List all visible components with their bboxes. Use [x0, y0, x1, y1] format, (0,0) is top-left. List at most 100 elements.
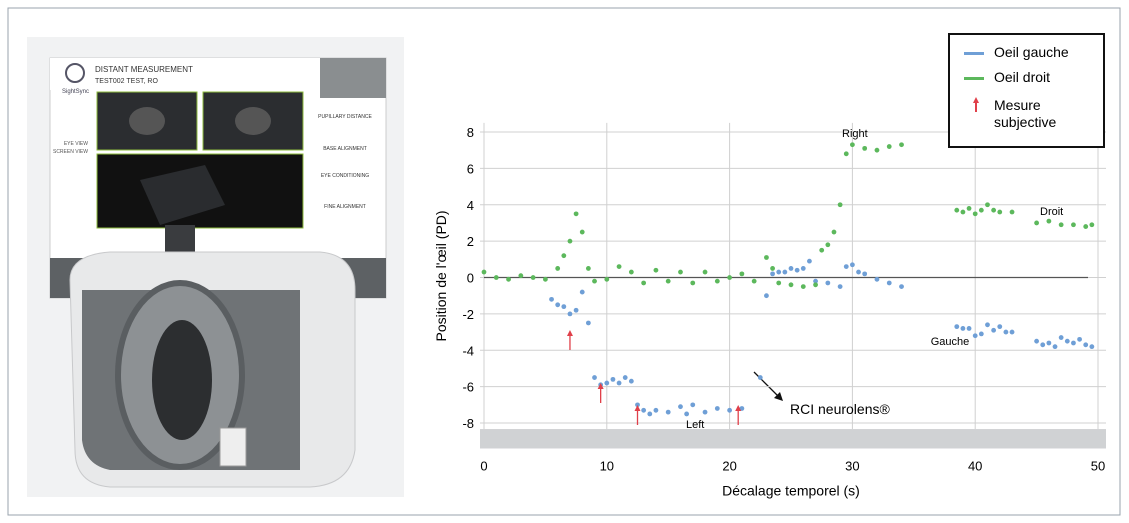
y-tick-label: -4 — [462, 343, 474, 358]
data-point — [555, 302, 561, 308]
y-tick-label: 8 — [467, 125, 474, 140]
legend-label: Mesure subjective — [994, 97, 1057, 130]
label: EYE VIEW — [64, 141, 88, 147]
step: EYE CONDITIONING — [321, 173, 369, 179]
data-point — [573, 211, 579, 217]
data-point — [788, 282, 794, 288]
data-point — [776, 280, 782, 286]
data-point — [530, 275, 536, 280]
data-point — [800, 266, 806, 271]
data-point — [886, 280, 892, 286]
data-point — [506, 276, 511, 282]
annotation: Right — [842, 128, 868, 140]
y-tick-label: -8 — [462, 416, 474, 431]
legend: Oeil gauche Oeil droit Mesure subjective — [948, 33, 1105, 148]
data-point — [561, 253, 567, 259]
data-point — [1058, 335, 1064, 340]
data-point — [874, 147, 880, 153]
y-tick-label: -2 — [462, 307, 474, 322]
annotation: Droit — [1040, 206, 1063, 218]
data-point — [807, 258, 812, 264]
x-tick-label: 0 — [480, 459, 487, 474]
data-point — [1046, 218, 1052, 224]
data-point — [702, 269, 708, 275]
data-point — [899, 284, 904, 290]
data-point — [837, 284, 843, 290]
screen-button — [320, 58, 386, 98]
data-point — [997, 209, 1003, 215]
annotation: Left — [686, 419, 704, 431]
data-point — [567, 311, 573, 317]
x-tick-label: 50 — [1091, 459, 1105, 474]
data-point — [1058, 222, 1064, 228]
data-point — [794, 267, 800, 273]
data-point — [543, 276, 548, 282]
data-point — [1040, 342, 1046, 348]
data-point — [764, 255, 769, 260]
eye — [129, 107, 165, 135]
data-point — [702, 409, 708, 415]
data-point — [1009, 329, 1015, 335]
data-point — [985, 202, 990, 208]
data-point — [635, 402, 640, 408]
data-point — [641, 407, 647, 413]
data-point — [592, 375, 597, 380]
data-point — [819, 247, 825, 253]
data-point — [665, 409, 671, 415]
data-point — [714, 278, 720, 284]
data-point — [843, 264, 849, 270]
annotation-arrowhead — [774, 392, 783, 401]
data-point — [1071, 340, 1076, 346]
y-tick-label: -6 — [462, 380, 474, 395]
data-point — [966, 326, 972, 331]
x-tick-label: 20 — [722, 459, 736, 474]
annotation: Gauche — [931, 336, 970, 348]
device-photo: SightSync DISTANT MEASUREMENT TEST002 TE… — [27, 37, 404, 497]
data-point — [886, 144, 892, 149]
screen-title: DISTANT MEASUREMENT — [95, 65, 193, 74]
data-point — [653, 407, 659, 413]
data-point — [604, 276, 610, 282]
data-point — [1052, 344, 1058, 350]
data-point — [604, 380, 610, 386]
y-tick-label: 6 — [467, 161, 474, 176]
data-point — [561, 304, 567, 310]
data-point — [825, 242, 831, 248]
data-point — [972, 333, 978, 339]
legend-label: Oeil gauche — [994, 44, 1069, 60]
step: FINE ALIGNMENT — [324, 204, 366, 210]
data-point — [856, 269, 861, 275]
data-point — [966, 205, 972, 211]
data-point — [678, 404, 683, 410]
y-tick-label: 4 — [467, 198, 474, 213]
base-band — [480, 429, 1106, 449]
data-point — [585, 320, 591, 326]
legend-arrow — [973, 97, 979, 103]
data-point — [972, 211, 978, 217]
data-point — [800, 284, 806, 290]
subjective-arrow-head — [634, 405, 641, 411]
data-point — [493, 275, 499, 280]
data-point — [831, 229, 837, 235]
legend-swatch — [964, 52, 984, 55]
data-point — [874, 276, 880, 282]
data-point — [573, 307, 579, 313]
data-point — [997, 324, 1003, 330]
legend-swatch — [964, 77, 984, 80]
annotation: RCI neurolens® — [790, 401, 890, 417]
data-point — [616, 380, 622, 386]
data-point — [727, 407, 732, 413]
data-point — [690, 280, 696, 286]
data-point — [579, 229, 585, 235]
data-point — [862, 271, 868, 277]
data-point — [770, 266, 775, 271]
subjective-arrow-head — [566, 330, 573, 336]
data-point — [665, 278, 671, 284]
data-point — [641, 280, 647, 286]
data-point — [653, 267, 659, 273]
data-point — [813, 278, 818, 284]
data-point — [739, 406, 745, 411]
data-point — [592, 278, 597, 284]
data-point — [1083, 342, 1089, 348]
